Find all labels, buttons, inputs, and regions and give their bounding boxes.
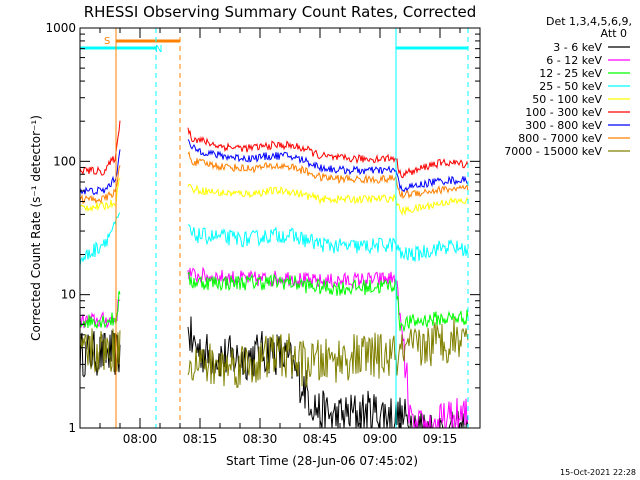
x-axis-label: Start Time (28-Jun-06 07:45:02) (226, 454, 418, 468)
x-tick-label: 08:30 (243, 432, 278, 446)
series-line-7 (80, 139, 469, 196)
y-tick-label: 100 (53, 154, 76, 168)
chart-title: RHESSI Observing Summary Count Rates, Co… (84, 3, 477, 21)
y-tick-label: 10 (61, 288, 76, 302)
x-tick-label: 08:45 (303, 432, 338, 446)
plot-area (80, 120, 469, 428)
x-tick-label: 08:00 (123, 432, 158, 446)
series-line-9 (80, 317, 469, 389)
timestamp: 15-Oct-2021 22:28 (560, 468, 636, 477)
legend-label-1: 3 - 6 keV (553, 41, 602, 54)
legend-label-2: 6 - 12 keV (546, 54, 602, 67)
legend-label-5: 50 - 100 keV (532, 93, 602, 106)
flag-vertical-lines (115, 28, 469, 428)
legend-header-line1: Det 1,3,4,5,6,9, (546, 15, 632, 28)
legend-label-7: 300 - 800 keV (525, 119, 602, 132)
series-line-4 (80, 212, 469, 266)
y-tick-label: 1 (68, 421, 76, 435)
legend-label-8: 800 - 7000 keV (518, 132, 602, 145)
series-line-3 (80, 271, 469, 332)
series-line-2 (80, 266, 469, 428)
flag-bars: SN (80, 36, 468, 55)
legend-label-3: 12 - 25 keV (539, 67, 602, 80)
series-line-5 (80, 177, 469, 216)
legend-label-4: 25 - 50 keV (539, 80, 602, 93)
axes: 1 10 100 1000 08:00 08:15 08:30 08:45 09:00 09:15 (45, 21, 481, 446)
x-tick-label: 09:00 (363, 432, 398, 446)
legend-label-6: 100 - 300 keV (525, 106, 602, 119)
y-axis-label: Corrected Count Rate (s⁻¹ detector⁻¹) (29, 115, 43, 341)
y-tick-label: 1000 (45, 21, 76, 35)
flag-label-2: N (155, 44, 162, 55)
x-tick-label: 08:15 (183, 432, 218, 446)
flag-label-1: S (104, 36, 110, 47)
legend-label-9: 7000 - 15000 keV (504, 145, 602, 158)
series-line-6 (80, 120, 469, 179)
series-line-8 (80, 151, 469, 205)
legend-header-line2: Att 0 (601, 27, 627, 40)
x-tick-label: 09:15 (423, 432, 458, 446)
